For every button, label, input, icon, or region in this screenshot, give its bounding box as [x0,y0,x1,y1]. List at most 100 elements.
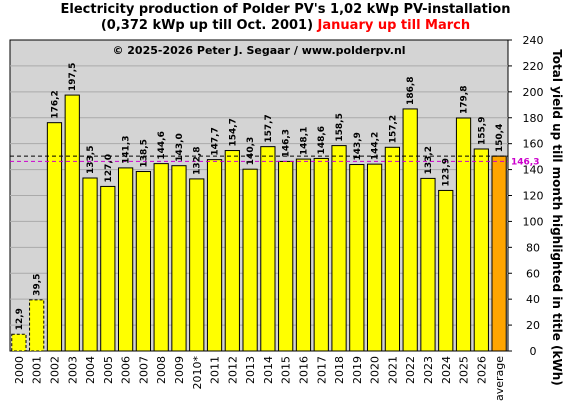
bar-value-label: 141,3 [122,135,132,163]
x-tick-label: 2022 [404,356,417,384]
y-tick-label: 40 [526,293,540,306]
bar [64,94,80,352]
bar [171,165,187,352]
bar [260,146,276,352]
title-line-1: Electricity production of Polder PV's 1,… [60,2,511,17]
bar-value-label: 157,2 [388,115,398,143]
x-tick-label: 2014 [262,356,275,384]
bar-value-label: 155,9 [477,117,487,145]
y-tick-label: 120 [523,190,544,203]
y-tick-label: 80 [526,241,540,254]
copyright-text: © 2025-2026 Peter J. Segaar / www.polder… [112,44,405,57]
x-tick-label: 2008 [155,356,168,384]
bar-value-label: 123,9 [442,158,452,186]
y-tick-label: 140 [523,164,544,177]
x-tick-label: 2010* [191,356,204,390]
x-tick-label: 2016 [297,356,310,384]
bar [331,145,347,352]
bar [153,163,169,352]
bar [242,168,258,352]
bar [117,167,134,352]
x-axis: 2000 2001 2002 2003 2004 2005 2006 2007 2008 2009… [13,356,506,402]
bar [313,157,329,352]
x-tick-label: 2025 [458,356,471,384]
x-tick-label: 2020 [369,356,382,384]
x-tick-label: 2023 [422,356,435,384]
bar-value-label: 133,5 [86,146,96,174]
x-tick-label: 2013 [244,356,257,384]
bar [100,185,116,352]
bar-value-label: 148,1 [299,127,309,155]
y-tick-label: 20 [526,319,540,332]
bar-value-label: 143,9 [353,132,363,160]
value-labels: 12,9 39,5 176,2 197,5 133,5 127,0 141,3 138,5 14… [15,63,505,331]
y-axis: 0 20 40 60 80 100 120 140 160 180 200 220 240 [508,34,544,358]
x-tick-label: 2019 [351,356,364,384]
x-tick-label: 2002 [48,356,61,384]
bar [206,159,223,352]
x-tick-label: 2015 [280,356,293,384]
y-tick-label: 240 [523,34,544,47]
bar-value-label: 12,9 [15,308,25,330]
bar [366,163,383,352]
bar-value-label: 154,7 [228,118,238,146]
x-tick-label: 2012 [226,356,239,384]
bar [29,299,45,352]
bar [455,117,472,352]
bar-value-label: 138,5 [139,139,149,167]
x-tick-label: 2007 [137,356,150,384]
bar [438,189,454,352]
x-tick-label: 2018 [333,356,346,384]
x-tick-label: 2021 [386,356,399,384]
bars [11,94,507,352]
bar [349,164,365,352]
x-tick-label: average [493,356,506,401]
average-bar [491,155,507,352]
bar-value-label: 144,2 [371,132,381,160]
bar [135,171,152,352]
bar [224,150,240,352]
title-line-2: (0,372 kWp up till Oct. 2001) January up… [0,18,571,34]
bar-value-label: 144,6 [157,131,167,159]
x-tick-label: 2026 [475,356,488,384]
x-tick-label: 2006 [120,356,133,384]
bar-value-label: 176,2 [50,90,60,118]
bar [189,178,205,352]
bar [82,177,98,352]
bar-value-label: 146,3 [282,129,292,157]
bar-value-label: 197,5 [68,63,78,91]
bar-value-label: 186,8 [406,76,416,104]
bar [46,122,63,352]
x-tick-label: 2001 [31,356,44,384]
bar-value-label: 140,3 [246,137,256,165]
chart-title: Electricity production of Polder PV's 1,… [0,2,571,34]
reference-line-label: 146,3 [511,157,539,167]
y-tick-label: 220 [523,60,544,73]
bar-value-label: 132,8 [193,146,203,174]
x-tick-label: 2011 [209,356,222,384]
y-tick-label: 60 [526,267,540,280]
bar [11,333,27,352]
bar-value-label: 127,0 [104,154,114,182]
x-tick-label: 2017 [315,356,328,384]
bar [295,158,312,352]
reference-lines: 146,3 [10,155,539,167]
bar-value-label: 133,2 [424,146,434,174]
bar-value-label: 157,7 [264,114,274,142]
bar [384,146,401,352]
bar-value-label: 148,6 [317,126,327,154]
bar-value-label: 39,5 [33,274,43,296]
x-tick-label: 2003 [66,356,79,384]
y-tick-label: 200 [523,86,544,99]
x-tick-label: 2009 [173,356,186,384]
title-line-2-highlight: January up till March [317,18,471,33]
bar-value-label: 179,8 [460,86,470,114]
x-tick-label: 2024 [440,356,453,384]
bar-value-label: 158,5 [335,113,345,141]
title-line-2-main: (0,372 kWp up till Oct. 2001) [100,18,318,33]
bar [278,160,294,352]
x-tick-label: 2004 [84,356,97,384]
bar [473,148,489,352]
bar [402,108,418,352]
